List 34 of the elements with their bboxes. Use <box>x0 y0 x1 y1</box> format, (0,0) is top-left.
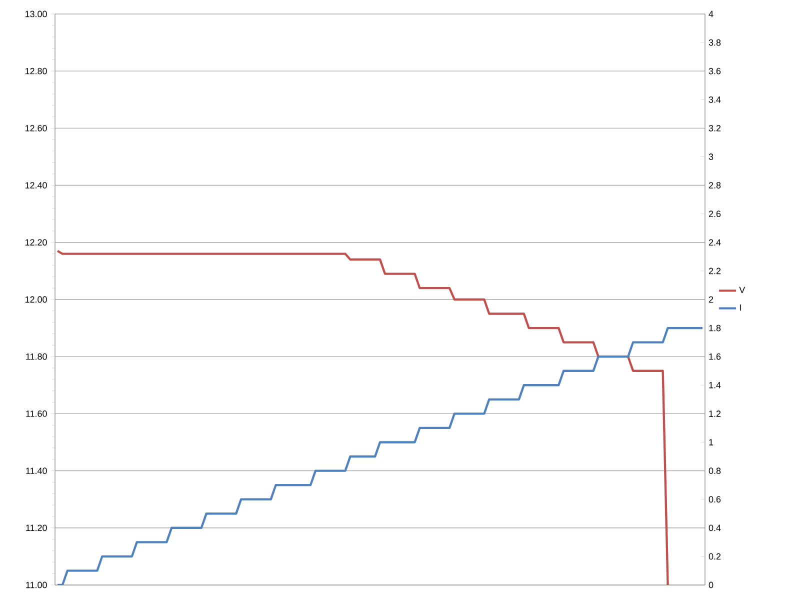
y-tick-label: 11.40 <box>26 468 47 474</box>
y2-tick-label: 2.2 <box>708 268 721 274</box>
y-tick-label: 11.60 <box>26 410 47 417</box>
y2-tick-label: 0.2 <box>708 553 721 560</box>
y2-tick-label: 1.4 <box>709 382 721 388</box>
y2-tick-label: 1 <box>709 439 714 446</box>
y2-tick-label: 0.4 <box>708 524 721 532</box>
y-tick-label: 11.00 <box>26 582 47 588</box>
y2-tick-label: 1.2 <box>709 410 721 417</box>
legend-label: I <box>740 304 741 311</box>
y2-tick-label: 2.4 <box>708 239 721 246</box>
legend-label: V <box>739 286 746 294</box>
y2-tick-label: 1.8 <box>709 324 721 332</box>
y2-tick-label: 4 <box>708 10 714 18</box>
y2-tick-label: 2 <box>708 296 714 303</box>
y-tick-label: 11.80 <box>26 353 47 360</box>
y2-tick-label: 1.6 <box>709 353 721 360</box>
y2-tick-label: 3.8 <box>708 39 721 46</box>
y2-tick-label: 3.6 <box>708 68 721 74</box>
y2-tick-label: 0.8 <box>708 468 721 474</box>
y2-tick-label: 3 <box>708 154 714 160</box>
y-tick-label: 11.20 <box>26 524 47 532</box>
y2-tick-label: 3.4 <box>708 96 721 103</box>
y2-tick-label: 2.6 <box>708 210 721 218</box>
y-tick-label: 12.60 <box>25 125 47 132</box>
y-tick-label: 12.40 <box>25 182 47 188</box>
y-tick-label: 12.20 <box>25 239 47 246</box>
y-tick-label: 13.00 <box>25 10 47 18</box>
y-tick-label: 12.80 <box>25 68 47 74</box>
y2-tick-label: 0 <box>708 582 714 588</box>
y2-tick-label: 3.2 <box>708 125 721 132</box>
y2-tick-label: 2.8 <box>708 182 721 188</box>
y-tick-label: 12.00 <box>25 296 47 303</box>
y2-tick-label: 0.6 <box>708 496 721 503</box>
